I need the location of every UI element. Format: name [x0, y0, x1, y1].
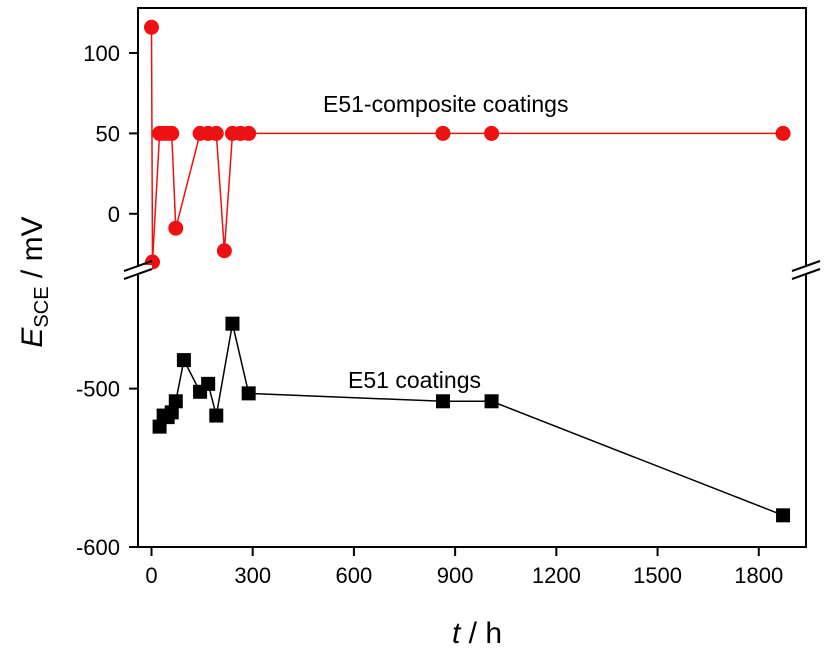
y-axis-title: ESCE / mV	[16, 216, 53, 347]
x-tick-label: 1800	[734, 563, 783, 588]
axis-break-slash	[791, 268, 821, 280]
data-point-1	[484, 394, 499, 409]
data-point-0	[216, 243, 232, 259]
series-markers	[143, 19, 791, 523]
x-tick-label: 1200	[532, 563, 581, 588]
data-point-1	[776, 508, 791, 523]
axis-break-gap	[124, 265, 152, 275]
plot-border	[137, 7, 807, 548]
y-axis-var: E	[16, 327, 49, 348]
data-point-0	[164, 125, 180, 141]
axis-break-marks	[123, 260, 821, 280]
data-point-1	[435, 394, 450, 409]
y-tick-label: 50	[96, 121, 120, 146]
data-point-1	[168, 394, 183, 409]
x-tick-label: 1500	[633, 563, 682, 588]
annotation-e51: E51 coatings	[348, 367, 481, 393]
data-point-1	[225, 316, 240, 331]
data-point-1	[241, 386, 256, 401]
y-tick-label: 100	[83, 41, 120, 66]
x-axis-var: t	[452, 617, 462, 649]
x-tick-label: 0	[145, 563, 157, 588]
axis-break-gap	[792, 265, 820, 275]
y-tick-label: -500	[76, 377, 120, 402]
data-point-0	[435, 125, 451, 141]
axis-break-slash	[123, 268, 153, 280]
y-axis-unit: / mV	[16, 216, 49, 286]
data-point-1	[176, 353, 191, 368]
tick-labels: 0 300 600 900 1200 1500 1800 0 50 100 -500 -600	[76, 41, 783, 588]
data-point-1	[209, 408, 224, 423]
data-point-0	[168, 220, 184, 236]
data-point-1	[201, 376, 216, 391]
x-tick-label: 900	[437, 563, 474, 588]
x-tick-label: 300	[234, 563, 271, 588]
data-point-0	[775, 125, 791, 141]
axis-break-slash	[123, 260, 153, 272]
series-line-0	[150, 27, 784, 263]
data-point-1	[164, 405, 179, 420]
data-point-0	[241, 125, 257, 141]
plot-frame	[137, 7, 807, 548]
series-line-1	[158, 323, 784, 516]
axis-ticks	[129, 52, 760, 556]
data-point-0	[143, 19, 159, 35]
data-point-0	[484, 125, 500, 141]
y-axis-title-group: ESCE / mV	[16, 216, 53, 347]
annotation-composite: E51-composite coatings	[323, 91, 568, 117]
x-tick-label: 600	[336, 563, 373, 588]
y-tick-label: 0	[108, 202, 120, 227]
x-axis-title: t / h	[452, 617, 502, 649]
data-point-0	[208, 125, 224, 141]
y-tick-label: -600	[76, 535, 120, 560]
axis-break-slash	[791, 260, 821, 272]
y-axis-sub: SCE	[31, 286, 53, 327]
x-axis-unit: / h	[460, 617, 502, 649]
